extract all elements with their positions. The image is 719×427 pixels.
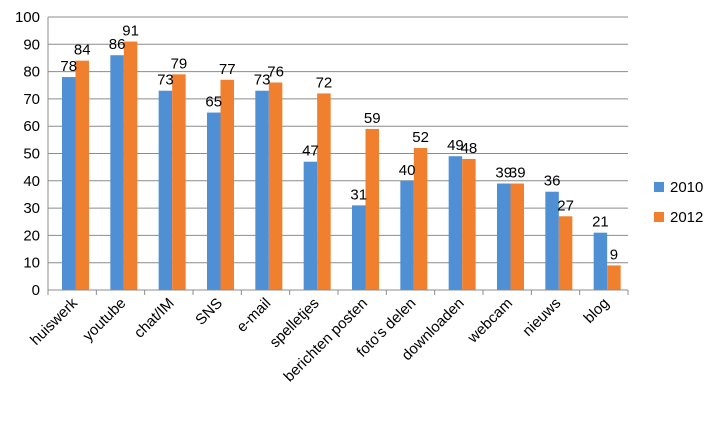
bar-2012-huiswerk <box>75 60 89 291</box>
data-label-2012-youtube: 91 <box>122 23 139 40</box>
category-label-3: SNS <box>192 295 226 329</box>
axes <box>47 17 629 295</box>
bar-2012-downloaden <box>462 158 476 290</box>
data-label-2012-chat/IM: 79 <box>171 55 188 72</box>
bar-2012-youtube <box>123 41 138 290</box>
data-label-2012-e-mail: 76 <box>267 64 284 81</box>
data-label-2010-youtube: 86 <box>109 36 126 53</box>
category-label-9: webcam <box>464 295 516 347</box>
bar-2010-youtube <box>110 55 124 290</box>
bar-2010-downloaden <box>448 156 463 290</box>
legend-label-2010: 2010 <box>670 179 703 196</box>
y-tick-label-20: 20 <box>23 227 40 244</box>
data-label-2012-huiswerk: 84 <box>74 42 91 59</box>
y-tick-label-50: 50 <box>23 146 40 163</box>
bar-2010-spelletjes <box>303 161 318 290</box>
y-tick-label-30: 30 <box>23 200 40 217</box>
y-tick-label-60: 60 <box>23 118 40 135</box>
legend: 2010 2012 <box>654 179 703 226</box>
data-label-2010-SNS: 65 <box>205 94 222 111</box>
data-label-2010-downloaden: 49 <box>447 137 464 154</box>
data-label-2010-chat/IM: 73 <box>157 72 174 89</box>
data-label-2012-foto's delen: 52 <box>412 129 429 146</box>
data-label-2010-nieuws: 36 <box>544 173 561 190</box>
y-tick-label-70: 70 <box>23 91 40 108</box>
bar-2012-nieuws <box>558 216 573 290</box>
data-label-2012-berichten posten: 59 <box>364 110 381 127</box>
bar-2010-chat/IM <box>158 90 173 291</box>
y-tick-label-90: 90 <box>23 36 40 53</box>
data-label-2012-SNS: 77 <box>219 61 236 78</box>
category-label-10: nieuws <box>519 295 564 340</box>
data-label-2012-downloaden: 48 <box>461 140 478 157</box>
data-label-2010-blog: 21 <box>592 214 609 231</box>
data-label-2010-webcam: 39 <box>495 165 512 182</box>
bar-2010-webcam <box>497 183 511 290</box>
bar-2010-huiswerk <box>62 77 76 290</box>
bar-2010-blog <box>593 232 608 290</box>
bar-2012-SNS <box>220 79 234 290</box>
bar-2010-foto's delen <box>400 180 414 290</box>
data-label-2012-blog: 9 <box>610 246 618 263</box>
legend-swatch-2012 <box>654 212 664 222</box>
category-label-1: youtube <box>80 295 130 345</box>
category-label-6: berichten posten <box>281 295 371 385</box>
data-label-2012-spelletjes: 72 <box>316 74 333 91</box>
y-tick-label-80: 80 <box>23 64 40 81</box>
bar-2012-berichten posten <box>365 128 379 290</box>
y-tick-label-0: 0 <box>32 282 40 299</box>
bar-2010-nieuws <box>545 191 559 290</box>
bar-2012-foto's delen <box>413 148 428 290</box>
category-label-2: chat/IM <box>131 295 178 342</box>
category-label-11: blog <box>581 295 613 327</box>
bar-2010-berichten posten <box>352 205 366 290</box>
legend-swatch-2010 <box>654 182 664 192</box>
legend-label-2012: 2012 <box>670 209 703 226</box>
bar-2012-webcam <box>510 183 524 290</box>
y-tick-label-40: 40 <box>23 173 40 190</box>
bar-2010-e-mail <box>255 90 269 291</box>
bar-2012-e-mail <box>268 82 283 291</box>
bar-2012-spelletjes <box>317 93 331 290</box>
data-label-2010-huiswerk: 78 <box>60 58 77 75</box>
bar-2012-blog <box>607 265 621 290</box>
bars <box>62 41 621 291</box>
data-label-2010-e-mail: 73 <box>254 72 271 89</box>
y-tick-label-10: 10 <box>23 255 40 272</box>
data-label-2012-nieuws: 27 <box>557 197 574 214</box>
data-label-2012-webcam: 39 <box>509 165 526 182</box>
data-label-2010-foto's delen: 40 <box>399 162 416 179</box>
y-tick-label-100: 100 <box>15 9 40 26</box>
category-label-4: e-mail <box>233 295 274 336</box>
data-label-2010-berichten posten: 31 <box>350 186 367 203</box>
data-label-2010-spelletjes: 47 <box>302 143 319 160</box>
bar-2010-SNS <box>207 112 221 290</box>
gridlines <box>48 16 628 291</box>
category-label-0: huiswerk <box>27 294 81 348</box>
bar-2012-chat/IM <box>172 74 186 290</box>
